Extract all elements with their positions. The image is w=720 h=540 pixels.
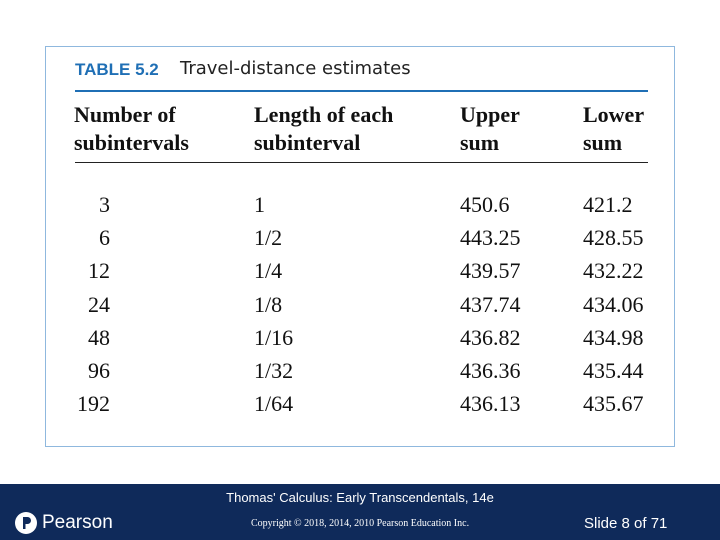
table-cell: 6	[99, 225, 110, 251]
table-cell: 96	[88, 358, 110, 383]
table-cell: 1/8	[254, 291, 283, 317]
copyright: Copyright © 2018, 2014, 2010 Pearson Edu…	[250, 518, 470, 529]
table-label: TABLE 5.2	[75, 60, 159, 79]
column-header: Number of subintervals	[74, 102, 189, 155]
table-cell: 432.22	[583, 258, 644, 284]
table-cell: 436.82	[460, 324, 521, 350]
column-header: Length of each subinterval	[254, 102, 394, 155]
table-cell: 1/2	[254, 225, 283, 251]
table-cell: 48	[88, 324, 110, 350]
table-cell: 421.2	[583, 192, 633, 217]
table-cell: 434.98	[583, 324, 644, 350]
column-header: Upper sum	[460, 102, 520, 155]
table-cell: 1/4	[254, 258, 283, 284]
table-cell: 436.36	[460, 358, 521, 383]
table-cell: 450.6	[460, 192, 510, 217]
table-frame	[45, 46, 675, 447]
table-cell: 439.57	[460, 258, 521, 284]
table-cell: 428.55	[583, 225, 644, 251]
table-cell: 435.67	[583, 391, 644, 417]
table-cell: 437.74	[460, 291, 521, 317]
table-cell: 1/16	[254, 324, 294, 350]
footer-bar	[0, 484, 720, 540]
table-cell: 24	[88, 291, 110, 317]
header-rule	[75, 162, 648, 163]
table-cell: 3	[99, 192, 110, 217]
title-rule	[75, 90, 648, 92]
table-cell: 12	[88, 258, 110, 284]
table-cell: 192	[77, 391, 110, 417]
book-title: Thomas' Calculus: Early Transcendentals,…	[226, 490, 494, 505]
table-cell: 443.25	[460, 225, 521, 251]
table-cell: 434.06	[583, 291, 644, 317]
logo-text: Pearson	[42, 512, 113, 533]
logo-icon	[15, 512, 37, 534]
table-cell: 1	[254, 192, 265, 217]
slide-number: Slide 8 of 71	[584, 515, 668, 532]
column-header: Lower sum	[583, 102, 644, 155]
table-title: Travel-distance estimates	[180, 58, 411, 79]
table-cell: 435.44	[583, 358, 644, 383]
table-cell: 1/64	[254, 391, 294, 417]
table-cell: 1/32	[254, 358, 294, 383]
table-cell: 436.13	[460, 391, 521, 417]
